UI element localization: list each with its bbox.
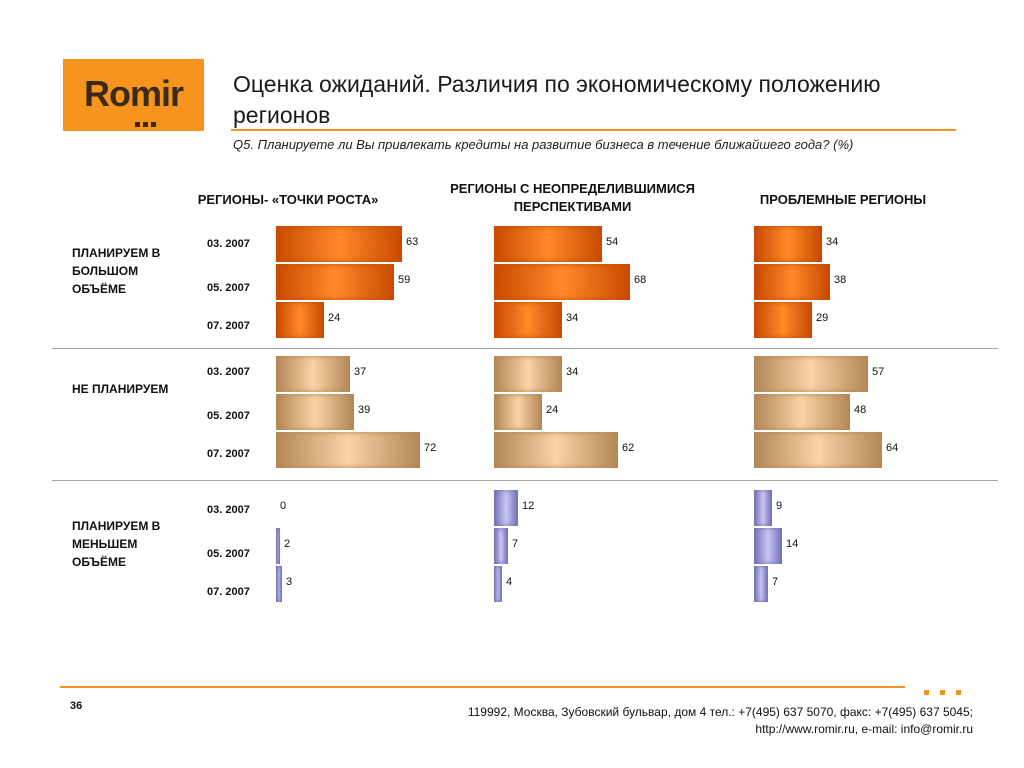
value-label: 29	[816, 312, 829, 324]
value-label: 37	[354, 366, 367, 378]
data-bar	[754, 226, 822, 262]
period-label: 07. 2007	[207, 586, 250, 598]
value-label: 9	[776, 500, 783, 512]
logo-text: Romir	[83, 73, 184, 114]
period-label: 05. 2007	[207, 410, 250, 422]
answer-label-large: ПЛАНИРУЕМ В БОЛЬШОМ ОБЪЁМЕ	[72, 246, 161, 296]
group-divider	[52, 480, 998, 481]
data-bar	[754, 302, 812, 338]
data-bar	[276, 394, 354, 430]
value-label: 24	[328, 312, 341, 324]
data-bar	[494, 302, 562, 338]
answer-label-smaller: ПЛАНИРУЕМ В МЕНЬШЕМ ОБЪЁМЕ	[72, 519, 161, 569]
value-label: 14	[786, 538, 799, 550]
value-label: 34	[566, 366, 579, 378]
data-bar	[494, 356, 562, 392]
value-label: 63	[406, 236, 419, 248]
period-label: 03. 2007	[207, 366, 250, 378]
value-label: 57	[872, 366, 885, 378]
value-label: 68	[634, 274, 647, 286]
data-bar	[494, 264, 630, 300]
data-bar	[494, 226, 602, 262]
footer-divider	[60, 686, 905, 688]
value-label: 64	[886, 442, 899, 454]
region-header-growth: РЕГИОНЫ- «ТОЧКИ РОСТА»	[197, 192, 379, 207]
value-label: 59	[398, 274, 411, 286]
value-label: 39	[358, 404, 371, 416]
value-label: 7	[772, 576, 779, 588]
value-label: 7	[512, 538, 519, 550]
data-bar	[276, 356, 350, 392]
region-header-undecided: РЕГИОНЫ С НЕОПРЕДЕЛИВШИМИСЯ ПЕРСПЕКТИВАМ…	[450, 181, 695, 214]
value-label: 12	[522, 500, 535, 512]
data-bar	[276, 566, 282, 602]
value-label: 72	[424, 442, 437, 454]
page-title: Оценка ожиданий. Различия по экономическ…	[233, 71, 881, 128]
value-label: 34	[826, 236, 839, 248]
data-bar	[494, 490, 518, 526]
address-line: http://www.romir.ru, e-mail: info@romir.…	[755, 722, 973, 736]
data-bar	[754, 356, 868, 392]
contact-address: 119992, Москва, Зубовский бульвар, дом 4…	[273, 704, 973, 738]
region-header-problem: ПРОБЛЕМНЫЕ РЕГИОНЫ	[759, 192, 927, 207]
group-divider	[52, 348, 998, 349]
data-bar	[754, 264, 830, 300]
value-label: 2	[284, 538, 291, 550]
data-bar	[754, 394, 850, 430]
period-label: 05. 2007	[207, 548, 250, 560]
period-label: 03. 2007	[207, 504, 250, 516]
value-label: 34	[566, 312, 579, 324]
title-divider	[231, 129, 956, 131]
answer-label-none: НЕ ПЛАНИРУЕМ	[72, 382, 169, 396]
data-bar	[754, 528, 782, 564]
footer-dots-icon	[924, 682, 972, 700]
period-label: 05. 2007	[207, 282, 250, 294]
value-label: 38	[834, 274, 847, 286]
period-label: 07. 2007	[207, 448, 250, 460]
data-bar	[276, 226, 402, 262]
value-label: 62	[622, 442, 635, 454]
logo-dots-icon	[135, 114, 159, 132]
period-label: 03. 2007	[207, 238, 250, 250]
value-label: 24	[546, 404, 559, 416]
data-bar	[494, 528, 508, 564]
data-bar	[494, 432, 618, 468]
data-bar	[754, 490, 772, 526]
data-bar	[494, 566, 502, 602]
data-bar	[754, 566, 768, 602]
data-bar	[276, 528, 280, 564]
data-bar	[276, 264, 394, 300]
value-label: 48	[854, 404, 867, 416]
romir-logo: Romir	[63, 59, 204, 131]
value-label: 0	[280, 500, 287, 512]
value-label: 4	[506, 576, 513, 588]
page-number: 36	[70, 700, 83, 712]
period-label: 07. 2007	[207, 320, 250, 332]
data-bar	[494, 394, 542, 430]
survey-question: Q5. Планируете ли Вы привлекать кредиты …	[233, 137, 854, 152]
value-label: 3	[286, 576, 293, 588]
data-bar	[276, 432, 420, 468]
data-bar	[754, 432, 882, 468]
address-line: 119992, Москва, Зубовский бульвар, дом 4…	[467, 705, 973, 719]
data-bar	[276, 302, 324, 338]
value-label: 54	[606, 236, 619, 248]
